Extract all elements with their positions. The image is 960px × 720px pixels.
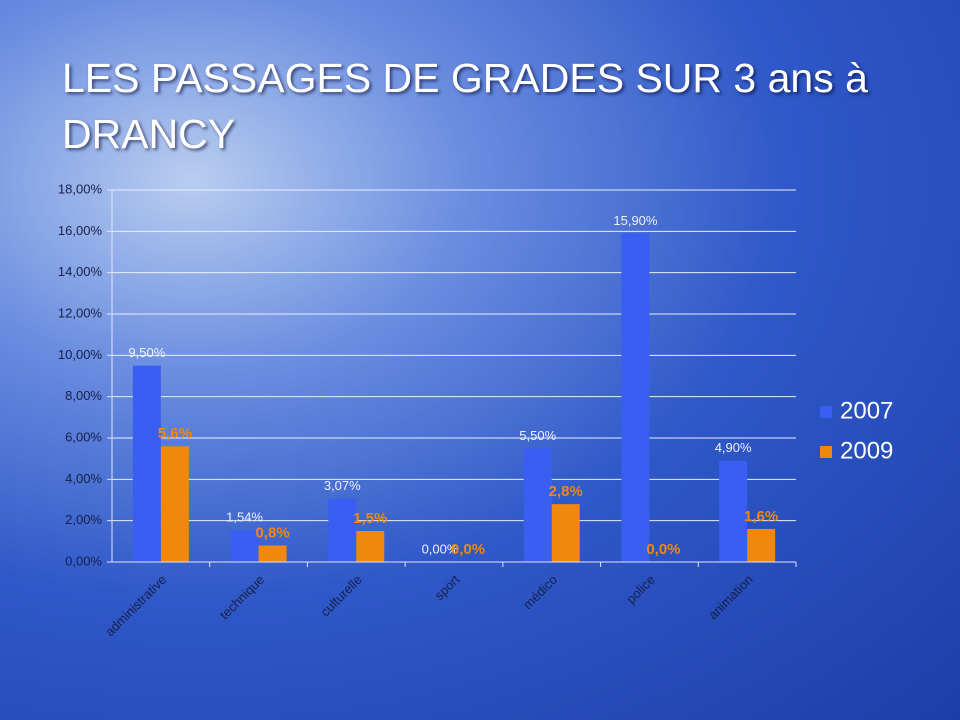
x-tick-label: administrative (102, 572, 169, 639)
y-tick-label: 0,00% (65, 553, 102, 568)
value-label: 1,54% (226, 510, 263, 525)
bar (621, 233, 650, 562)
y-tick-label: 10,00% (58, 347, 103, 362)
value-label: 2,8% (549, 483, 583, 500)
legend-swatch (820, 406, 832, 418)
y-tick-label: 16,00% (58, 223, 103, 238)
x-tick-label: sport (432, 572, 463, 603)
y-tick-label: 2,00% (65, 512, 102, 527)
value-label: 0,8% (255, 524, 289, 541)
bar (258, 545, 287, 562)
y-tick-label: 4,00% (65, 471, 102, 486)
y-tick-label: 12,00% (58, 305, 103, 320)
bar (356, 531, 385, 562)
legend-label: 2009 (840, 437, 893, 464)
value-label: 1,5% (353, 510, 387, 527)
y-tick-label: 8,00% (65, 388, 102, 403)
bar (523, 448, 552, 562)
value-label: 5,6% (158, 425, 192, 442)
legend-swatch (820, 446, 832, 458)
x-tick-label: police (623, 572, 658, 607)
value-label: 9,50% (128, 345, 165, 360)
value-label: 0,00% (422, 541, 459, 556)
bar (160, 446, 189, 562)
value-label: 3,07% (324, 478, 361, 493)
slide-title: LES PASSAGES DE GRADES SUR 3 ans à DRANC… (62, 55, 868, 157)
value-label: 4,90% (715, 440, 752, 455)
x-tick-label: technique (217, 572, 267, 622)
y-tick-label: 18,00% (58, 181, 103, 196)
value-label: 1,6% (744, 508, 778, 525)
bar (132, 365, 161, 562)
x-tick-label: culturelle (317, 572, 364, 619)
bar (747, 528, 776, 562)
value-label: 0,0% (451, 541, 485, 558)
value-label: 15,90% (613, 213, 658, 228)
value-label: 5,50% (519, 428, 556, 443)
value-label: 0,0% (646, 541, 680, 558)
bar (230, 530, 259, 562)
x-tick-label: animation (705, 572, 755, 622)
bar (551, 504, 580, 562)
bar (328, 498, 357, 562)
x-tick-label: médico (520, 572, 560, 612)
bar (719, 460, 748, 562)
y-tick-label: 14,00% (58, 264, 103, 279)
y-tick-label: 6,00% (65, 429, 102, 444)
legend-label: 2007 (840, 397, 893, 424)
